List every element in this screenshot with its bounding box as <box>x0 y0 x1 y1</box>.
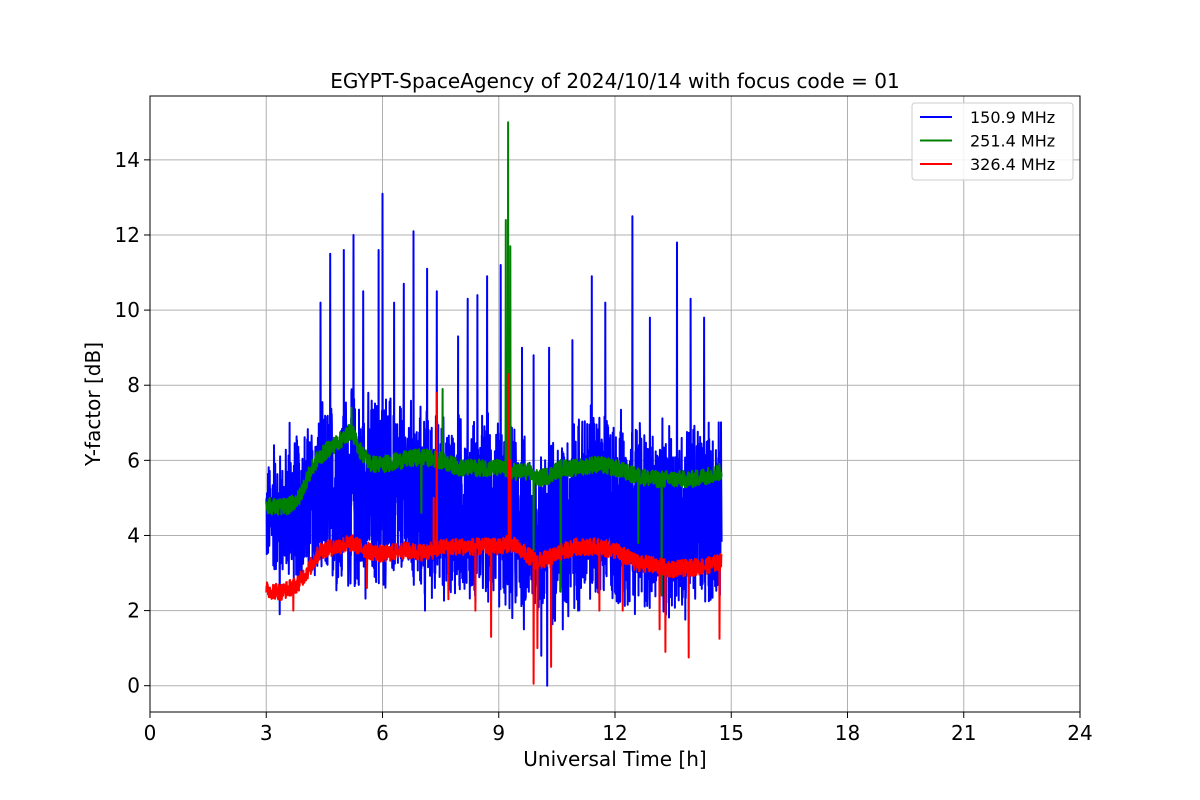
x-tick-label: 15 <box>719 721 744 745</box>
x-tick-label: 0 <box>144 721 157 745</box>
y-tick-label: 0 <box>127 674 140 698</box>
y-tick-label: 6 <box>127 448 140 472</box>
series-layer <box>265 121 723 687</box>
x-tick-label: 9 <box>492 721 505 745</box>
x-axis-label: Universal Time [h] <box>523 747 706 771</box>
x-tick-label: 24 <box>1067 721 1092 745</box>
y-tick-label: 10 <box>115 298 140 322</box>
legend-label: 326.4 MHz <box>970 155 1055 174</box>
y-axis-label: Y-factor [dB] <box>81 342 105 467</box>
chart-title: EGYPT-SpaceAgency of 2024/10/14 with foc… <box>330 69 899 93</box>
y-tick-label: 4 <box>127 523 140 547</box>
legend-box <box>911 102 1074 181</box>
legend: 150.9 MHz 251.4 MHz 326.4 MHz <box>911 102 1074 181</box>
x-tick-label: 3 <box>260 721 273 745</box>
series-line-251-4-mhz <box>265 121 723 597</box>
legend-label: 150.9 MHz <box>970 108 1055 127</box>
y-tick-label: 2 <box>127 599 140 623</box>
y-tick-label: 14 <box>115 148 140 172</box>
y-tick-label: 12 <box>115 223 140 247</box>
x-tick-label: 21 <box>951 721 976 745</box>
y-tick-label: 8 <box>127 373 140 397</box>
x-tick-label: 12 <box>602 721 627 745</box>
legend-label: 251.4 MHz <box>970 132 1055 151</box>
x-tick-label: 6 <box>376 721 389 745</box>
series-line-326-4-mhz <box>265 373 723 685</box>
x-tick-label: 18 <box>835 721 860 745</box>
